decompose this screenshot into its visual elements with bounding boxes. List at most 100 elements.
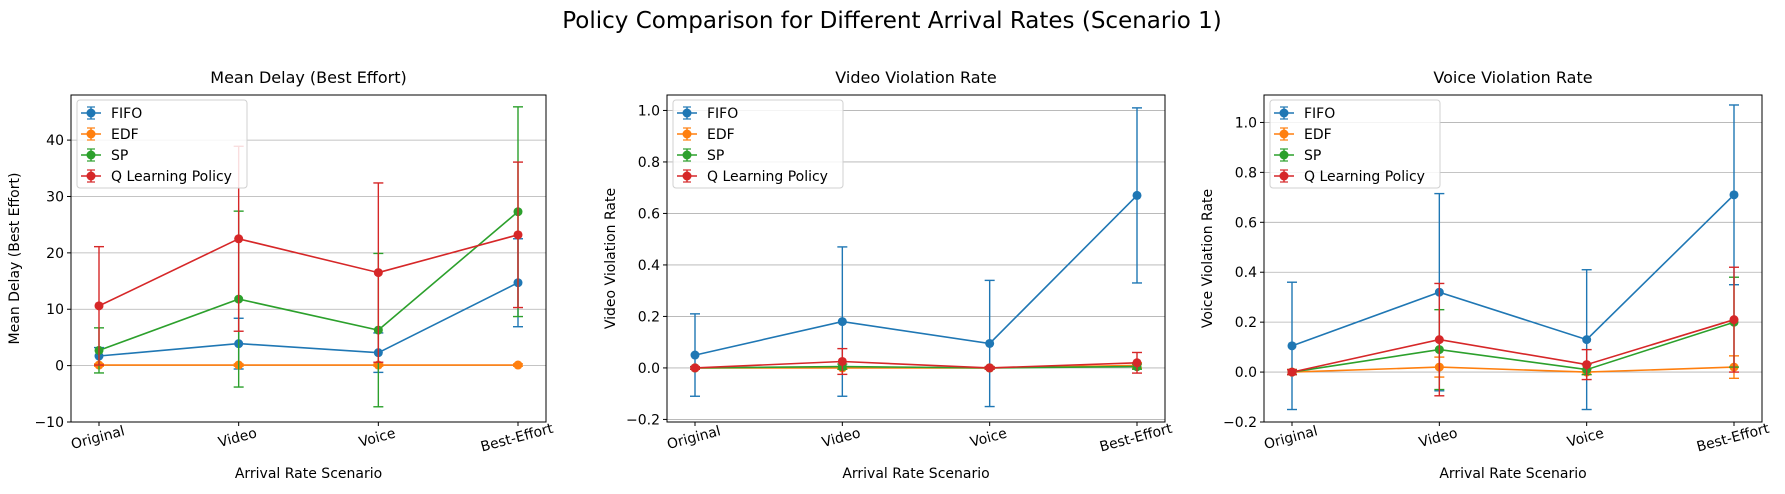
x-tick-label: Video [217,425,259,451]
axes-frame [666,94,1166,423]
panel-title: Video Violation Rate [835,68,996,87]
legend-marker [682,108,692,118]
data-point [94,301,104,311]
y-axis-label: Voice Violation Rate [1200,189,1216,328]
y-tick-label: 0.6 [1235,215,1257,231]
series-0 [1287,104,1739,411]
legend-marker [86,171,96,181]
data-point [985,363,995,373]
y-tick-label: 1.0 [638,103,660,119]
y-tick-label: 0.6 [638,206,660,222]
x-tick-label: Best-Effort [479,421,555,456]
series-3 [1287,266,1739,397]
x-tick-label: Voice [1566,426,1606,451]
x-tick-label: Original [665,423,722,453]
y-tick-label: 0.2 [638,309,660,325]
legend-label: FIFO [1304,106,1335,122]
panel-title: Mean Delay (Best Effort) [210,68,406,87]
series-line [1291,321,1735,373]
legend-label: EDF [1304,127,1332,143]
x-tick-label: Best-Effort [1098,421,1174,456]
x-axis-label: Arrival Rate Scenario [842,466,989,482]
axes-frame [1263,94,1763,423]
series-line [98,234,519,307]
legend-box [1269,99,1441,189]
y-axis-label: Mean Delay (Best Effort) [7,173,23,345]
series-line [694,365,1138,369]
data-point [1582,360,1592,370]
legend: FIFO EDF SP Q Learning Policy [672,99,844,189]
series-3 [690,347,1142,376]
legend: FIFO EDF SP Q Learning Policy [1269,99,1441,189]
series-line [1291,318,1735,373]
data-point [1729,315,1739,325]
series-2 [690,362,1142,373]
legend-marker [1279,150,1289,160]
legend-marker [86,108,96,118]
x-tick-label: Video [820,425,862,451]
legend-label: Q Learning Policy [111,169,232,185]
data-point [837,317,847,327]
figure-title: Policy Comparison for Different Arrival … [562,8,1221,34]
data-point [513,360,523,370]
y-tick-label: −0.2 [626,412,660,428]
y-tick-label: 10 [46,302,64,318]
legend-marker [682,129,692,139]
y-axis-label: Video Violation Rate [603,188,619,329]
data-point [1287,367,1297,377]
series-line [694,194,1138,356]
legend-marker [1279,108,1289,118]
series-line [98,281,519,357]
legend-marker [1279,129,1289,139]
y-tick-label: 0.4 [638,258,660,274]
x-tick-label: Voice [357,426,397,451]
x-tick-label: Voice [969,426,1009,451]
y-tick-label: 0.4 [1235,265,1257,281]
data-point [1729,190,1739,200]
data-point [837,356,847,366]
data-point [1287,341,1297,351]
y-tick-label: 0.0 [638,361,660,377]
chart-panel-2: −0.2 0.0 0.2 0.4 0.6 0.8 1.0 Original Video Voice… [1200,68,1771,482]
x-axis-label: Arrival Rate Scenario [235,466,382,482]
x-tick-label: Original [1262,423,1319,453]
data-point [690,350,700,360]
y-tick-label: 30 [46,189,64,205]
legend-marker [1279,171,1289,181]
panel-title: Voice Violation Rate [1433,68,1592,87]
data-point [373,268,383,278]
y-tick-label: 0.0 [1235,365,1257,381]
y-tick-label: −10 [34,415,64,431]
data-point [513,230,523,240]
y-tick-label: −0.2 [1223,415,1257,431]
legend-label: Q Learning Policy [1304,169,1425,185]
data-point [234,234,244,244]
data-point [690,363,700,373]
data-point [1132,358,1142,368]
x-axis-label: Arrival Rate Scenario [1439,466,1586,482]
series-0 [94,238,523,374]
legend-label: FIFO [707,106,738,122]
series-line [694,360,1138,369]
y-tick-label: 0.8 [1235,165,1257,181]
legend-label: SP [707,148,724,164]
legend: FIFO EDF SP Q Learning Policy [76,99,248,189]
legend-label: EDF [707,127,735,143]
y-tick-label: 0 [55,359,64,375]
series-0 [690,107,1142,408]
series-line [98,211,519,352]
chart-panel-1: −0.2 0.0 0.2 0.4 0.6 0.8 1.0 Original Video Voice… [603,68,1174,482]
data-point [1434,335,1444,345]
series-2 [1287,276,1739,391]
legend-marker [86,129,96,139]
chart-panel-0: −10 0 10 20 30 40 Original Video Voice Best-Effor… [7,68,555,482]
legend-marker [682,150,692,160]
data-point [1582,335,1592,345]
legend-marker [86,150,96,160]
legend-label: SP [1304,148,1321,164]
series-line [1291,366,1735,373]
x-tick-label: Video [1417,425,1459,451]
data-point [1132,190,1142,200]
axes-frame [70,94,547,423]
